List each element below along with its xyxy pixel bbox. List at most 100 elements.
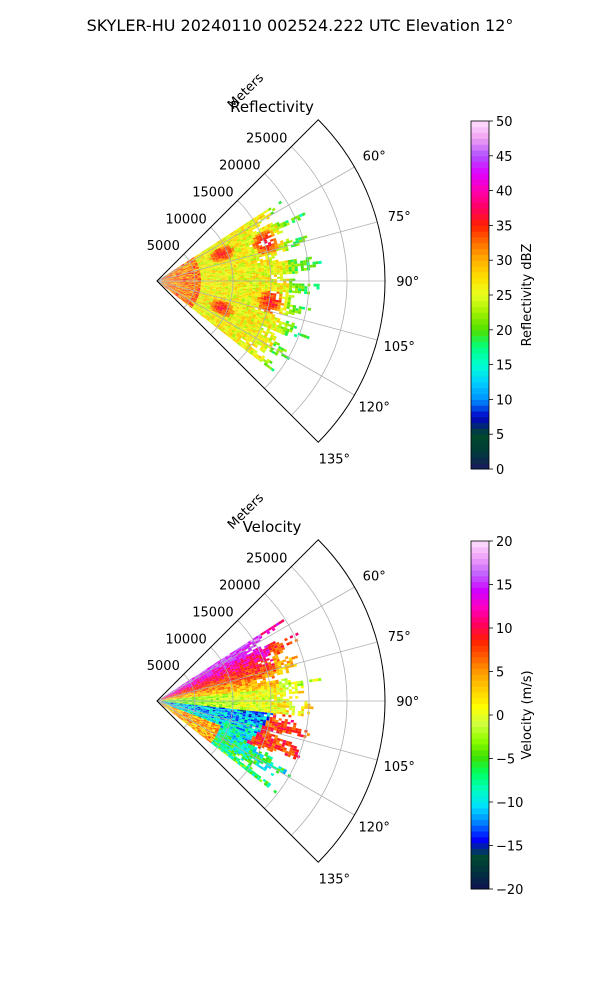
radar-cell — [275, 299, 279, 303]
radar-cell — [237, 272, 241, 274]
radar-cell — [249, 236, 253, 240]
radar-cell — [197, 261, 200, 264]
radar-cell — [294, 290, 298, 294]
radar-cell — [212, 274, 217, 277]
radar-cell — [252, 235, 256, 239]
colorbar-segment — [471, 382, 489, 389]
radar-cell — [261, 689, 265, 692]
radar-cell — [301, 283, 305, 287]
radar-cell — [237, 240, 241, 244]
radar-cell — [179, 282, 183, 283]
radar-cell — [247, 248, 251, 252]
radar-cell — [248, 252, 252, 255]
radar-cell — [261, 277, 265, 280]
radar-cell — [280, 705, 284, 708]
radar-cell — [261, 708, 265, 711]
radar-cell — [210, 247, 214, 250]
radar-cell — [251, 262, 255, 265]
radar-cell — [209, 272, 213, 274]
radar-cell — [203, 276, 207, 278]
radar-cell — [248, 250, 252, 253]
radar-cell — [225, 698, 229, 700]
radar-cell — [208, 257, 212, 260]
radar-cell — [201, 281, 205, 283]
radar-cell — [198, 256, 202, 259]
radar-cell — [191, 277, 195, 279]
radar-cell — [237, 693, 241, 696]
radar-cell — [236, 267, 240, 270]
radar-cell — [210, 699, 214, 701]
radar-cell — [194, 278, 198, 280]
radar-cell — [275, 263, 280, 267]
radar-cell — [228, 249, 232, 252]
radar-cell — [167, 279, 171, 281]
radar-cell — [258, 270, 262, 273]
radar-cell — [198, 281, 202, 283]
radar-cell — [219, 276, 223, 278]
radar-cell — [219, 697, 223, 699]
radar-cell — [173, 282, 177, 284]
radar-cell — [255, 692, 259, 695]
radar-cell — [238, 241, 242, 245]
radar-cell — [243, 697, 247, 700]
radar-cell — [246, 705, 250, 708]
radar-cell — [251, 241, 255, 245]
radar-cell — [168, 271, 172, 274]
radar-cell — [191, 279, 195, 281]
radar-cell — [251, 294, 255, 297]
radar-cell — [200, 255, 204, 258]
radar-cell — [279, 690, 283, 693]
radar-cell — [219, 244, 223, 248]
radar-cell — [264, 281, 268, 283]
radar-cell — [203, 273, 207, 275]
radar-cell — [288, 682, 292, 685]
radar-cell — [224, 292, 228, 295]
radar-cell — [260, 266, 265, 269]
radar-cell — [224, 267, 228, 270]
radar-cell — [225, 705, 229, 708]
radar-cell — [274, 278, 278, 281]
radar-cell — [182, 266, 186, 268]
radar-cell — [247, 241, 252, 244]
radar-cell — [219, 285, 223, 287]
radar-cell — [312, 261, 316, 265]
radar-cell — [176, 282, 180, 283]
radar-cell — [295, 283, 299, 286]
radar-cell — [222, 286, 226, 289]
radar-cell — [266, 230, 271, 235]
radar-cell — [200, 289, 204, 291]
radar-cell — [288, 266, 292, 270]
radar-cell — [285, 220, 289, 224]
radar-cell — [240, 270, 244, 273]
radar-cell — [223, 294, 228, 296]
radar-cell — [169, 275, 173, 277]
radar-cell — [239, 254, 244, 258]
radar-cell — [247, 227, 252, 231]
radar-cell — [228, 697, 232, 699]
radar-cell — [273, 289, 277, 292]
radar-cell — [255, 289, 259, 292]
angle-tick-label: 60° — [363, 150, 386, 165]
radar-cell — [267, 693, 271, 696]
radar-cell — [237, 288, 241, 290]
radar-cell — [184, 271, 188, 273]
radar-cell — [252, 274, 256, 276]
radar-cell — [221, 289, 225, 291]
radar-cell — [289, 703, 293, 706]
radar-cell — [249, 704, 253, 706]
radar-cell — [247, 298, 251, 301]
radar-cell — [221, 290, 225, 292]
radar-cell — [265, 259, 270, 262]
radar-cell — [188, 281, 192, 283]
radar-cell — [254, 261, 258, 264]
radar-cell — [277, 302, 282, 306]
radar-cell — [272, 262, 276, 265]
radar-cell — [249, 230, 254, 234]
radar-cell — [255, 215, 259, 219]
radar-cell — [278, 261, 282, 264]
radar-cell — [167, 282, 171, 283]
radar-cell — [284, 637, 288, 642]
radar-cell — [276, 686, 280, 689]
radar-cell — [259, 229, 264, 233]
radar-cell — [254, 293, 259, 296]
